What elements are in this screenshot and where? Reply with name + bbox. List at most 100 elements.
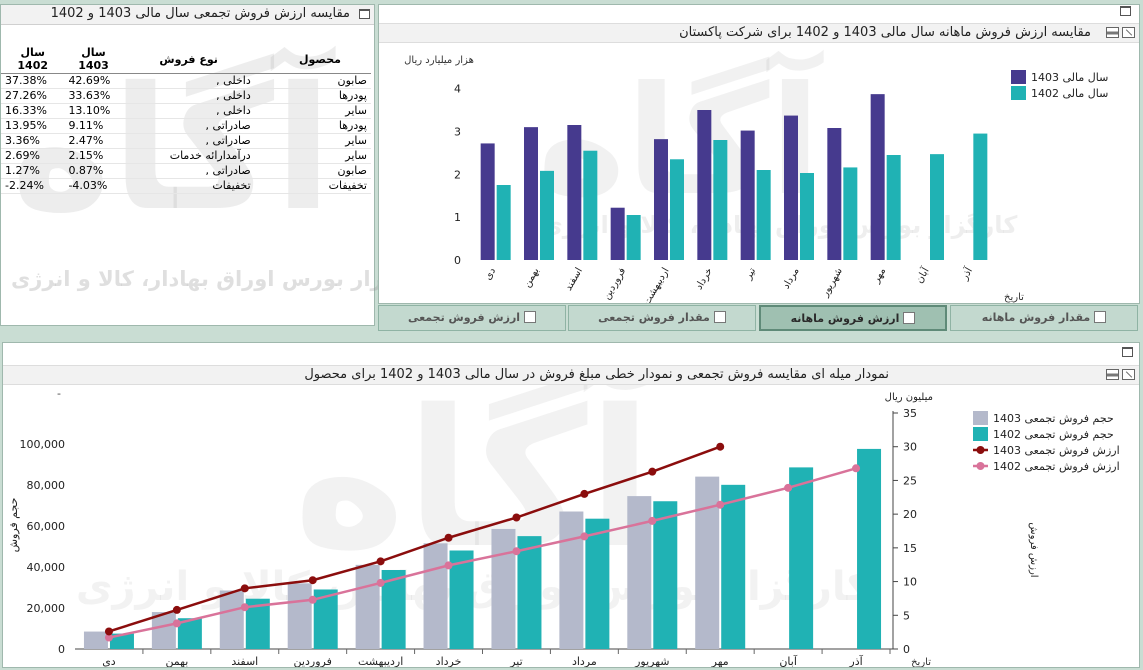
col-header-1403[interactable]: سال 1403 xyxy=(64,45,123,74)
bar-1402[interactable] xyxy=(756,170,771,260)
bar-volume-1402[interactable] xyxy=(109,633,134,649)
tab-label: مقدار فروش تجمعی xyxy=(598,311,710,324)
bar-1402[interactable] xyxy=(540,170,554,260)
bar-volume-1402[interactable] xyxy=(381,569,406,649)
bar-volume-1403[interactable] xyxy=(491,528,516,649)
bar-1402[interactable] xyxy=(800,173,814,260)
table-row[interactable]: سایر درآمدارائه خدمات 2.15% 2.69% xyxy=(1,148,371,164)
bar-1403[interactable] xyxy=(654,139,668,260)
cell-sales-type: تخفیفات xyxy=(122,178,255,194)
tab-monthly-value[interactable]: ارزش فروش ماهانه xyxy=(759,305,947,331)
maximize-icon[interactable] xyxy=(359,9,370,19)
value-1403-point[interactable] xyxy=(376,557,385,566)
bar-1402[interactable] xyxy=(626,215,641,260)
bar-volume-1403[interactable] xyxy=(83,631,108,649)
value-1402-point[interactable] xyxy=(240,603,249,612)
y-tick-label: 100,000 xyxy=(20,438,66,451)
bar-volume-1402[interactable] xyxy=(653,501,678,649)
export-icon[interactable] xyxy=(1122,27,1135,38)
table-row[interactable]: سایر داخلی , 13.10% 16.33% xyxy=(1,103,371,119)
tab-monthly-quantity[interactable]: مقدار فروش ماهانه xyxy=(950,305,1138,331)
tab-cumulative-quantity[interactable]: مقدار فروش تجمعی xyxy=(568,305,756,331)
col-header-1402[interactable]: سال 1402 xyxy=(1,45,65,74)
value-1403-point[interactable] xyxy=(308,576,317,585)
tab-label: ارزش فروش ماهانه xyxy=(790,312,900,325)
value-1402-point[interactable] xyxy=(648,516,657,525)
value-1402-point[interactable] xyxy=(852,464,861,473)
value-1402-point[interactable] xyxy=(716,500,725,509)
bar-volume-1403[interactable] xyxy=(355,564,380,649)
value-1403-point[interactable] xyxy=(444,533,453,542)
bar-1403[interactable] xyxy=(524,127,538,261)
value-1403-point[interactable] xyxy=(512,513,521,522)
export-icon[interactable] xyxy=(1122,369,1135,380)
bar-1402[interactable] xyxy=(886,155,901,260)
y2-tick-label: 25 xyxy=(903,474,917,487)
value-1402-point[interactable] xyxy=(308,595,317,604)
value-1403-point[interactable] xyxy=(240,584,249,593)
value-1403-point[interactable] xyxy=(716,442,725,451)
bar-volume-1403[interactable] xyxy=(219,590,244,649)
value-1402-point[interactable] xyxy=(580,532,589,541)
legend-swatch-marker xyxy=(976,462,985,470)
bar-1403[interactable] xyxy=(784,115,798,260)
table-row[interactable]: سایر صادراتی , 2.47% 3.36% xyxy=(1,133,371,149)
table-row[interactable]: صابون داخلی , 42.69% 37.38% xyxy=(1,73,371,89)
value-1403-point[interactable] xyxy=(104,627,113,636)
table-row[interactable]: تخفیفات تخفیفات -4.03% -2.24% xyxy=(1,178,371,194)
bar-1402[interactable] xyxy=(496,185,511,260)
bar-volume-1402[interactable] xyxy=(857,448,882,649)
value-1403-point[interactable] xyxy=(648,467,657,476)
value-1402-point[interactable] xyxy=(104,633,113,642)
value-1403-point[interactable] xyxy=(580,489,589,498)
col-header-sales-type[interactable]: نوع فروش xyxy=(122,45,255,74)
cell-1402: -2.24% xyxy=(1,178,65,194)
bar-1402[interactable] xyxy=(973,133,988,260)
legend-swatch xyxy=(1011,70,1026,84)
bar-1403[interactable] xyxy=(610,207,625,260)
bar-1402[interactable] xyxy=(843,167,858,260)
bar-volume-1403[interactable] xyxy=(559,511,584,649)
bar-volume-1403[interactable] xyxy=(695,476,720,649)
cell-product: سایر xyxy=(254,103,371,119)
table-row[interactable]: پودرها صادراتی , 9.11% 13.95% xyxy=(1,118,371,134)
value-1403-point[interactable] xyxy=(172,605,181,614)
bar-1402[interactable] xyxy=(670,159,684,260)
bar-volume-1402[interactable] xyxy=(721,484,746,649)
cell-1402: 16.33% xyxy=(1,103,65,119)
print-icon[interactable] xyxy=(1106,27,1119,38)
value-1402-point[interactable] xyxy=(784,483,793,492)
bar-1403[interactable] xyxy=(567,125,582,260)
bar-1403[interactable] xyxy=(480,143,495,260)
col-header-product[interactable]: محصول xyxy=(254,45,371,74)
bar-volume-1403[interactable] xyxy=(287,583,312,649)
print-icon[interactable] xyxy=(1106,369,1119,380)
bar-1403[interactable] xyxy=(740,130,755,260)
panel-tools xyxy=(1103,27,1135,41)
bar-volume-1402[interactable] xyxy=(449,550,474,649)
bar-volume-1402[interactable] xyxy=(585,518,610,649)
bar-1403[interactable] xyxy=(697,110,712,260)
tab-cumulative-value[interactable]: ارزش فروش تجمعی xyxy=(378,305,566,331)
bar-1403[interactable] xyxy=(870,94,885,260)
bar-1402[interactable] xyxy=(930,154,944,260)
cell-product: پودرها xyxy=(254,88,371,104)
table-row[interactable]: صابون صادراتی , 0.87% 1.27% xyxy=(1,163,371,179)
bar-volume-1403[interactable] xyxy=(151,612,176,649)
value-1402-point[interactable] xyxy=(172,619,181,628)
bar-volume-1403[interactable] xyxy=(627,496,652,649)
value-1402-point[interactable] xyxy=(376,578,385,587)
table-row[interactable]: پودرها داخلی , 33.63% 27.26% xyxy=(1,88,371,104)
cell-sales-type: درآمدارائه خدمات xyxy=(122,148,255,164)
bar-volume-1403[interactable] xyxy=(423,543,448,649)
bar-volume-1402[interactable] xyxy=(789,467,814,649)
maximize-icon[interactable] xyxy=(1122,347,1133,357)
bar-volume-1402[interactable] xyxy=(517,536,542,649)
maximize-icon[interactable] xyxy=(1120,6,1131,16)
value-1402-point[interactable] xyxy=(444,561,453,570)
bar-1403[interactable] xyxy=(827,128,842,260)
value-1402-point[interactable] xyxy=(512,547,521,556)
bar-1402[interactable] xyxy=(713,140,728,260)
x-axis-label: تاریخ xyxy=(911,657,931,667)
bar-1402[interactable] xyxy=(583,150,598,260)
